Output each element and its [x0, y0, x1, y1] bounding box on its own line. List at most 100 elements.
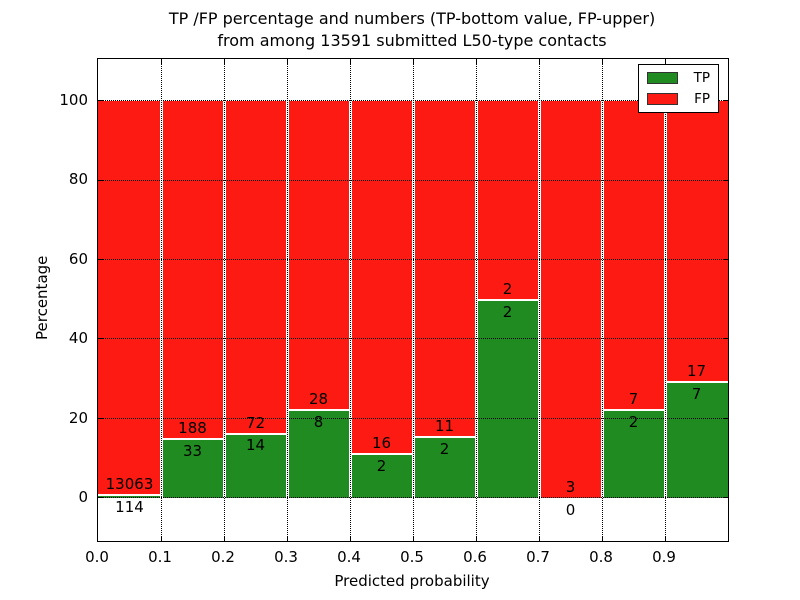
tp-legend-swatch [647, 72, 678, 84]
fp-bar-segment [162, 101, 223, 438]
tp-count-label: 2 [376, 457, 387, 475]
fp-legend-label: FP [694, 91, 710, 107]
x-tick-mark-top [224, 59, 225, 64]
tp-bar-segment [351, 455, 412, 499]
tp-count-label: 14 [245, 436, 266, 455]
x-tick-label: 0.1 [148, 548, 172, 566]
y-tick-mark-right [723, 497, 728, 499]
chart-title: TP /FP percentage and numbers (TP-bottom… [97, 8, 727, 52]
x-tick-mark-bottom [602, 536, 603, 541]
x-tick-label: 0.3 [274, 548, 298, 566]
x-gridline [413, 59, 414, 541]
x-gridline [476, 59, 477, 541]
fp-count-label: 16 [371, 434, 392, 453]
x-tick-label: 0.7 [526, 548, 550, 566]
y-tick-label: 60 [68, 249, 88, 268]
y-tick-label: 80 [68, 170, 88, 189]
x-gridline [350, 59, 351, 541]
y-tick-mark-left [98, 100, 103, 102]
fp-count-label: 11 [434, 417, 455, 436]
x-tick-mark-bottom [476, 536, 477, 541]
tp-count-label: 7 [691, 385, 702, 404]
x-gridline [161, 59, 162, 541]
x-gridline [539, 59, 540, 541]
y-tick-mark-left [98, 497, 103, 499]
x-tick-mark-bottom [287, 536, 288, 541]
x-tick-label: 0.4 [337, 548, 361, 566]
x-tick-label: 0.6 [463, 548, 487, 566]
x-tick-mark-top [350, 59, 351, 64]
x-tick-mark-top [413, 59, 414, 64]
x-tick-mark-bottom [161, 536, 162, 541]
tp-bar-segment [477, 300, 538, 499]
chart-title-line1: TP /FP percentage and numbers (TP-bottom… [168, 9, 656, 28]
x-tick-mark-top [602, 59, 603, 64]
tp-count-label: 33 [182, 441, 203, 460]
legend: TP FP [638, 64, 719, 113]
x-axis-label: Predicted probability [334, 572, 490, 590]
x-tick-mark-top [476, 59, 477, 64]
y-tick-label: 40 [68, 329, 88, 348]
y-tick-mark-left [98, 258, 103, 260]
tp-bar-segment [414, 438, 475, 499]
x-tick-mark-top [287, 59, 288, 64]
x-tick-label: 0.2 [211, 548, 235, 566]
tp-count-label: 0 [565, 501, 576, 520]
plot-area: TP FP 13063 114 188 33 72 14 28 8 16 2 11 2 2 2 3 0 7 2 17… [97, 58, 729, 542]
x-tick-mark-bottom [350, 536, 351, 541]
y-tick-mark-left [98, 417, 103, 419]
tp-count-label: 114 [115, 497, 144, 516]
fp-bar-segment [666, 101, 728, 382]
y-tick-mark-right [723, 100, 728, 102]
fp-bar-segment [540, 101, 601, 499]
tp-legend-label: TP [693, 70, 710, 86]
y-axis-label: Percentage [33, 255, 51, 340]
fp-count-label: 2 [502, 279, 513, 298]
y-tick-label: 0 [78, 488, 88, 507]
x-tick-mark-top [539, 59, 540, 64]
fp-count-label: 3 [565, 478, 576, 497]
fp-bar-segment [98, 101, 160, 494]
tp-count-label: 2 [628, 412, 639, 431]
x-tick-label: 0.8 [589, 548, 613, 566]
x-tick-mark-bottom [539, 536, 540, 541]
fp-bar-segment [414, 101, 475, 437]
tp-bar-segment [288, 410, 349, 499]
chart-title-line2: from among 13591 submitted L50-type cont… [217, 31, 607, 50]
fp-count-label: 188 [178, 418, 207, 437]
x-tick-label: 0.0 [85, 548, 109, 566]
x-gridline [602, 59, 603, 541]
x-tick-label: 0.9 [652, 548, 676, 566]
y-tick-mark-right [723, 258, 728, 260]
tp-bar-segment [603, 410, 664, 499]
x-gridline [224, 59, 225, 541]
fp-count-label: 28 [308, 389, 329, 408]
x-tick-mark-bottom [665, 536, 666, 541]
fp-count-label: 13063 [105, 474, 154, 493]
x-tick-mark-bottom [413, 536, 414, 541]
fp-count-label: 17 [686, 362, 707, 381]
tp-bar-segment [98, 495, 160, 499]
legend-item-fp: FP [647, 92, 710, 106]
y-tick-mark-right [723, 179, 728, 181]
fp-bar-segment [603, 101, 664, 409]
fp-bar-segment [288, 101, 349, 409]
tp-count-label: 8 [313, 412, 324, 431]
tp-count-label: 2 [439, 440, 450, 459]
y-tick-mark-left [98, 338, 103, 340]
fp-count-label: 7 [628, 389, 639, 408]
y-tick-label: 20 [68, 408, 88, 427]
fp-bar-segment [225, 101, 286, 433]
x-tick-mark-bottom [224, 536, 225, 541]
legend-item-tp: TP [647, 71, 710, 85]
y-tick-mark-left [98, 179, 103, 181]
fp-count-label: 72 [245, 413, 266, 432]
x-gridline [287, 59, 288, 541]
fp-legend-swatch [647, 93, 678, 105]
y-tick-mark-right [723, 338, 728, 340]
y-tick-mark-right [723, 417, 728, 419]
tp-bar-segment [162, 439, 223, 499]
fp-bar-segment [477, 101, 538, 299]
x-tick-mark-top [665, 59, 666, 64]
